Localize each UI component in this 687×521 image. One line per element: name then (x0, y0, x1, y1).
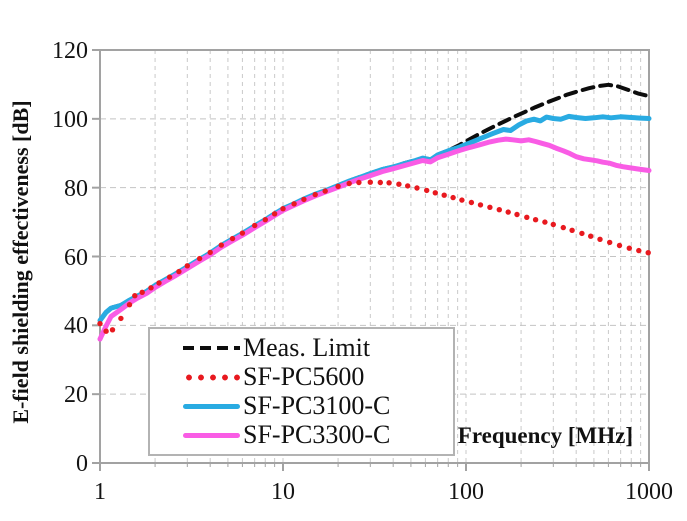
y-tick-label: 60 (64, 244, 88, 271)
y-tick-label: 100 (52, 106, 88, 133)
x-tick-label: 1 (94, 479, 106, 505)
legend-item-sf-pc5600: SF-PC5600 (183, 363, 453, 392)
solid-line-swatch-icon (183, 403, 240, 409)
legend-label: SF-PC5600 (243, 362, 365, 391)
y-tick-label: 120 (52, 38, 88, 64)
legend-label: Meas. Limit (243, 333, 371, 362)
y-tick-label: 20 (64, 382, 88, 409)
dashed-line-swatch-icon (183, 346, 240, 350)
x-tick-label: 10 (271, 479, 295, 505)
x-tick-label: 1000 (625, 479, 673, 505)
legend-label: SF-PC3100-C (243, 391, 391, 420)
x-axis-title: Frequency [MHz] (457, 423, 633, 448)
legend: Meas. Limit SF-PC5600 SF-PC3100-C SF-PC3… (148, 327, 455, 456)
solid-line-swatch-icon (183, 432, 240, 438)
y-tick-label: 0 (76, 451, 88, 477)
legend-item-sf-pc3300c: SF-PC3300-C (183, 421, 453, 450)
y-tick-label: 40 (64, 313, 88, 340)
dotted-line-swatch-icon (183, 373, 240, 381)
x-tick-label: 100 (448, 479, 484, 505)
y-tick-label: 80 (64, 175, 88, 202)
legend-item-meas-limit: Meas. Limit (183, 334, 453, 363)
legend-item-sf-pc3100c: SF-PC3100-C (183, 392, 453, 421)
legend-label: SF-PC3300-C (243, 420, 391, 449)
